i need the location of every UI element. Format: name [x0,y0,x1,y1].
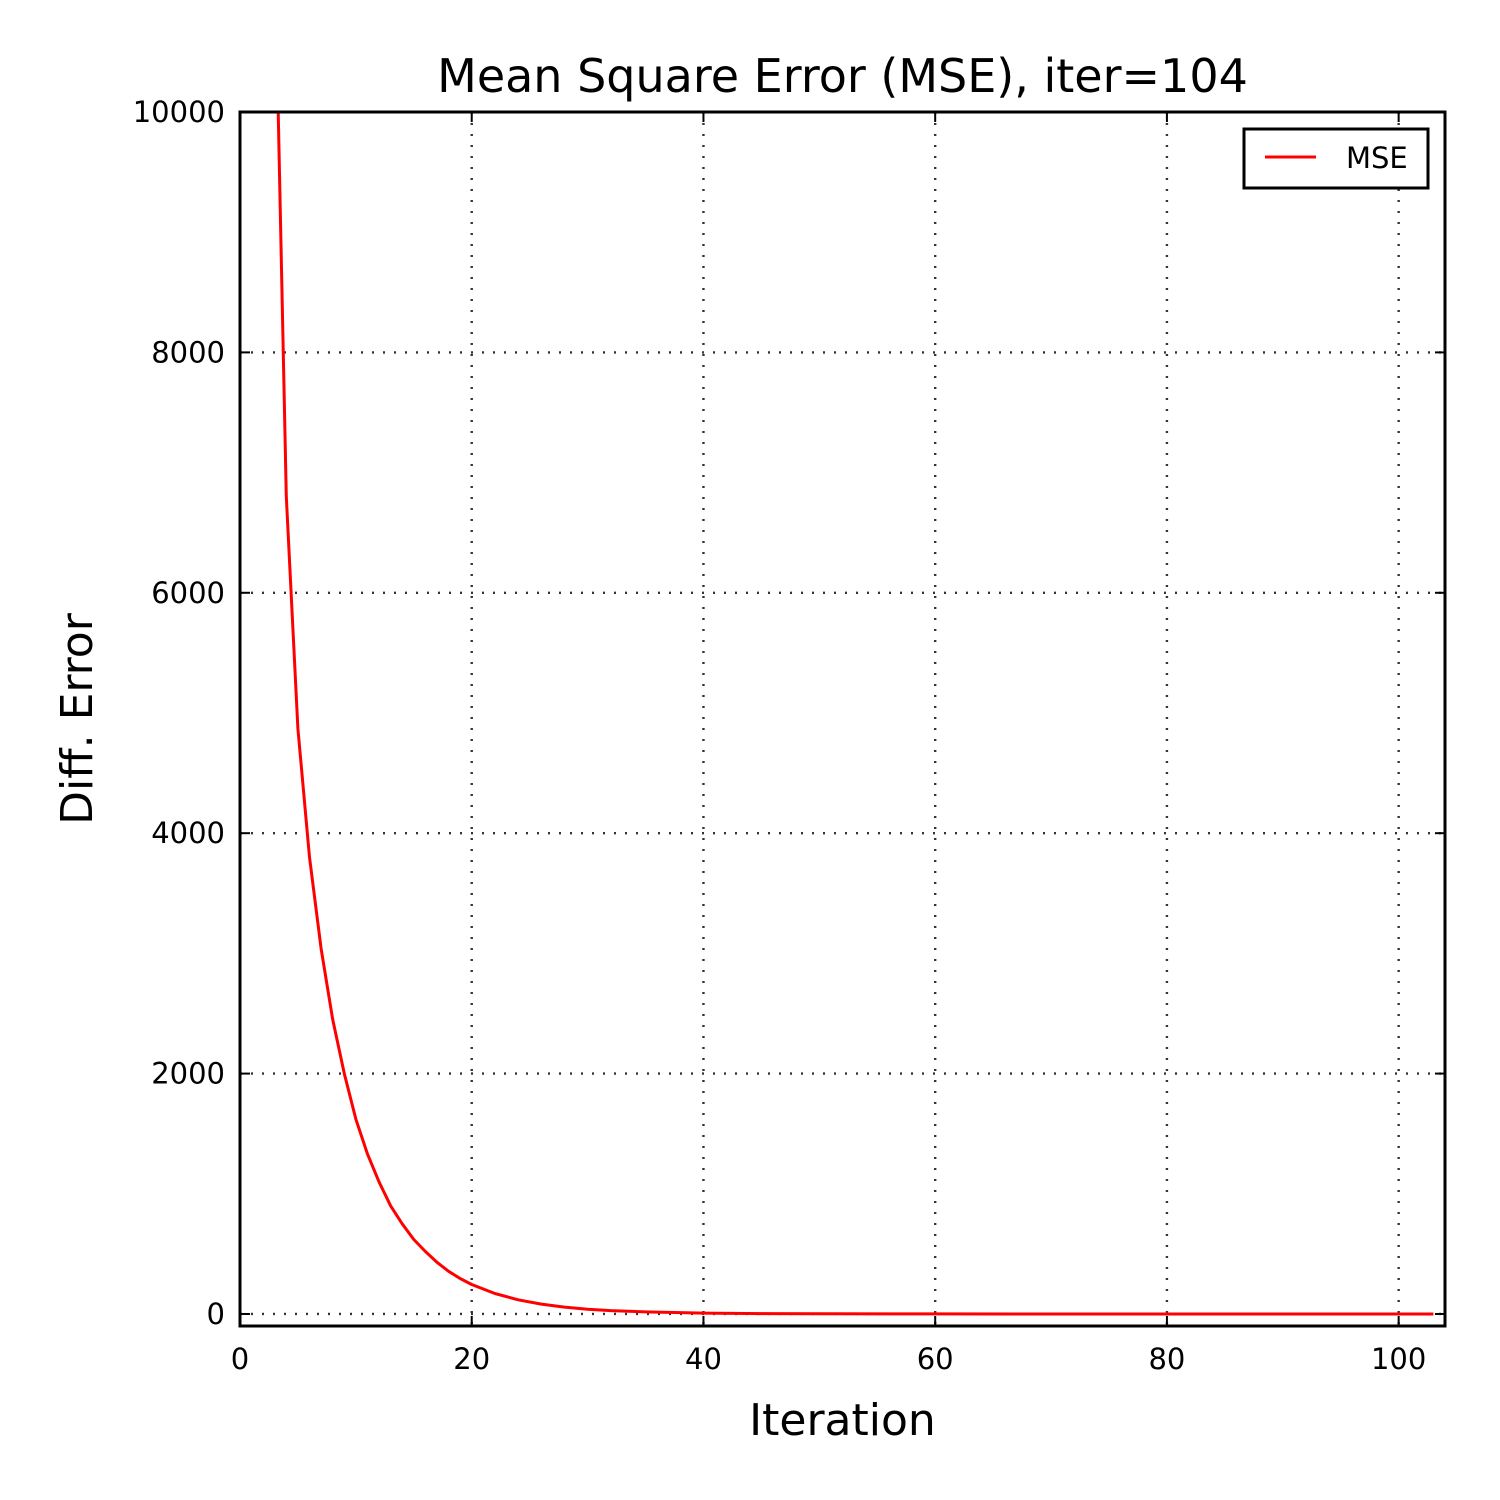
plot-frame [238,110,1447,1328]
x-tick-label: 60 [917,1342,954,1376]
y-tick-labels: 0 2000 4000 6000 8000 10000 [133,95,225,1331]
tick-layer [239,111,1445,1326]
x-tick-label: 40 [685,1342,722,1376]
x-tick-label: 100 [1371,1342,1426,1376]
x-tick-labels: 0 20 40 60 80 100 [231,1342,1427,1376]
y-tick-label: 10000 [133,95,225,129]
y-tick-label: 0 [207,1297,225,1331]
legend-label-mse: MSE [1346,141,1408,175]
x-tick-label: 80 [1148,1342,1185,1376]
y-tick-label: 4000 [151,816,225,850]
x-axis-label: Iteration [749,1395,936,1446]
chart-title: Mean Square Error (MSE), iter=104 [437,49,1248,103]
series-line-mse [276,111,1434,1316]
x-tick-label: 0 [231,1342,249,1376]
y-axis-label: Diff. Error [52,612,103,825]
y-tick-label: 8000 [151,335,225,369]
y-tick-label: 2000 [151,1057,225,1091]
series-layer [276,111,1434,1316]
x-tick-label: 20 [453,1342,490,1376]
grid-layer [238,110,1445,1326]
legend: MSE [1242,127,1430,190]
y-tick-label: 6000 [151,576,225,610]
